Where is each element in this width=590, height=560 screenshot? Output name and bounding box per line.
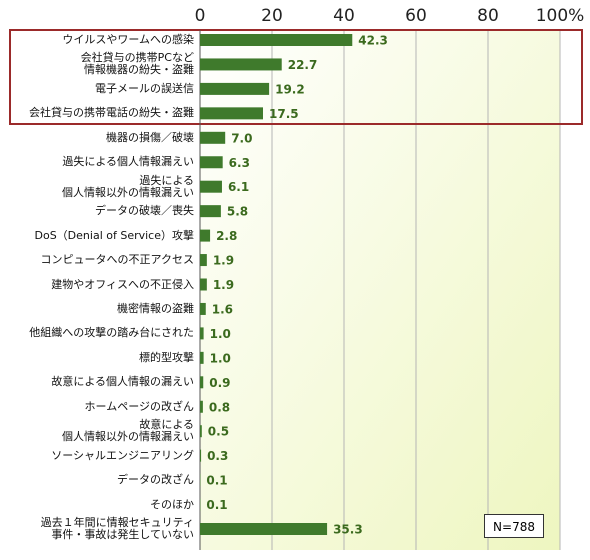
bar	[200, 400, 203, 413]
category-label: そのほか	[150, 497, 194, 511]
bar	[200, 523, 328, 535]
category-label: DoS（Denial of Service）攻撃	[34, 228, 195, 242]
bar	[200, 131, 226, 144]
bar	[200, 327, 204, 340]
value-label: 19.2	[275, 82, 305, 96]
category-label: ホームページの改ざん	[84, 399, 194, 413]
value-label: 2.8	[216, 229, 237, 243]
value-label: 0.5	[208, 425, 229, 439]
category-label: 建物やオフィスへの不正侵入	[51, 277, 194, 291]
value-label: 0.1	[206, 498, 227, 512]
value-label: 1.0	[210, 327, 231, 341]
bar	[200, 278, 207, 291]
highlight-box	[9, 29, 583, 125]
x-tick-label: 60	[405, 6, 427, 26]
bar	[200, 58, 282, 71]
value-label: 42.3	[358, 34, 388, 48]
value-label: 6.3	[229, 156, 250, 170]
bar	[200, 82, 270, 95]
category-label: 過失による個人情報漏えい	[62, 155, 194, 169]
value-label: 22.7	[288, 58, 318, 72]
value-label: 1.9	[213, 278, 234, 292]
category-label: 故意による 個人情報以外の情報漏えい	[62, 418, 194, 444]
value-label: 0.3	[207, 449, 228, 463]
value-label: 0.8	[209, 400, 230, 414]
bar	[200, 302, 206, 315]
category-label: 電子メールの誤送信	[95, 81, 194, 95]
bar	[200, 180, 222, 193]
category-label: データの破壊／喪失	[95, 204, 194, 218]
value-label: 1.6	[212, 302, 233, 316]
category-label: 機器の損傷／破壊	[106, 130, 194, 144]
category-label: 過去１年間に情報セキュリティ 事件・事故は発生していない	[40, 516, 194, 541]
category-label: ソーシャルエンジニアリング	[51, 448, 194, 462]
bar	[200, 229, 211, 242]
value-label: 1.9	[213, 254, 234, 268]
value-label: 35.3	[333, 523, 363, 537]
bar	[200, 376, 204, 389]
bar	[200, 34, 353, 46]
bar	[200, 449, 202, 462]
category-label: 会社貸与の携帯電話の紛失・盗難	[29, 106, 194, 120]
bar	[200, 351, 204, 364]
category-label: 過失による 個人情報以外の情報漏えい	[62, 173, 194, 199]
category-label: 機密情報の盗難	[117, 301, 194, 315]
x-tick-label: 40	[333, 6, 355, 26]
x-tick-label: 80	[477, 6, 499, 26]
value-label: 0.1	[206, 474, 227, 488]
category-label: 他組織への攻撃の踏み台にされた	[29, 326, 194, 340]
bar	[200, 107, 263, 120]
value-label: 7.0	[231, 131, 252, 145]
bar	[200, 254, 207, 267]
sample-size-note: N=788	[484, 514, 544, 538]
value-label: 5.8	[227, 205, 248, 219]
category-label: 故意による個人情報の漏えい	[51, 375, 194, 389]
category-label: ウイルスやワームへの感染	[62, 33, 194, 46]
bar	[200, 425, 202, 438]
value-label: 17.5	[269, 107, 299, 121]
value-label: 6.1	[228, 180, 249, 194]
bar	[200, 205, 221, 218]
value-label: 0.9	[209, 376, 230, 390]
x-tick-label: 20	[261, 6, 283, 26]
value-label: 1.0	[210, 351, 231, 365]
category-label: 会社貸与の携帯PCなど 情報機器の紛失・盗難	[80, 51, 194, 77]
x-tick-label: 0	[195, 6, 206, 26]
bar	[200, 156, 223, 169]
category-label: 標的型攻撃	[139, 350, 194, 364]
x-tick-label: 100%	[536, 6, 585, 26]
category-label: データの改ざん	[117, 473, 194, 487]
category-label: コンピュータへの不正アクセス	[40, 253, 194, 267]
